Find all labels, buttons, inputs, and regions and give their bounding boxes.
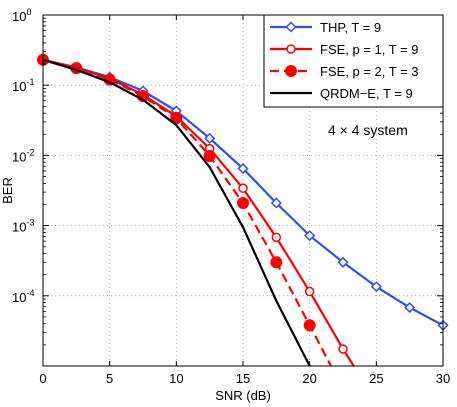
x-tick-label: 25	[369, 371, 383, 386]
data-point	[271, 232, 282, 243]
legend-label: FSE, p = 1, T = 9	[320, 42, 419, 57]
data-point	[204, 132, 216, 144]
legend-label: FSE, p = 2, T = 3	[320, 64, 419, 79]
x-axis-label: SNR (dB)	[215, 388, 271, 403]
system-annotation: 4 × 4 system	[328, 122, 408, 138]
data-point	[337, 256, 349, 268]
series-4	[42, 58, 311, 367]
data-point	[170, 112, 183, 125]
data-point	[304, 230, 316, 242]
data-point	[286, 44, 296, 54]
data-point	[338, 344, 348, 354]
y-axis-label: BER	[0, 177, 15, 204]
data-point	[270, 197, 282, 209]
y-tick-label: 10-4	[12, 288, 34, 305]
x-tick-label: 10	[169, 371, 183, 386]
x-tick-label: 15	[236, 371, 250, 386]
data-point	[203, 150, 216, 163]
data-point	[304, 286, 315, 297]
x-tick-label: 0	[39, 371, 46, 386]
y-tick-label: 100	[12, 7, 31, 24]
data-point	[285, 65, 297, 77]
legend-item: FSE, p = 2, T = 3	[270, 64, 419, 79]
data-point	[237, 162, 249, 175]
data-point	[238, 183, 248, 194]
y-tick-label: 10-1	[12, 77, 34, 94]
data-point	[370, 281, 382, 293]
x-tick-label: 30	[436, 371, 450, 386]
y-tick-label: 10-2	[12, 147, 34, 164]
y-tick-label: 10-3	[12, 218, 34, 235]
ticks: 0 5 10 15 20 25 30 100 10-1 10-2 10-3 10-4	[12, 7, 450, 386]
legend-label: THP, T = 9	[320, 20, 381, 35]
legend-item: FSE, p = 1, T = 9	[270, 42, 419, 57]
legend: THP, T = 9 FSE, p = 1, T = 9 FSE, p = 2, T…	[263, 14, 444, 108]
legend-box	[263, 14, 444, 108]
data-point	[237, 196, 249, 209]
data-point	[404, 301, 416, 314]
data-point	[285, 21, 297, 33]
series-layer	[37, 53, 449, 367]
data-point	[303, 319, 316, 332]
legend-item: THP, T = 9	[270, 20, 381, 35]
series-line	[42, 58, 311, 367]
legend-item: QRDM−E, T = 9	[270, 86, 413, 101]
data-point	[270, 256, 283, 269]
legend-label: QRDM−E, T = 9	[320, 86, 413, 101]
x-tick-label: 5	[106, 371, 113, 386]
series-line	[42, 58, 332, 367]
x-tick-label: 20	[302, 371, 316, 386]
